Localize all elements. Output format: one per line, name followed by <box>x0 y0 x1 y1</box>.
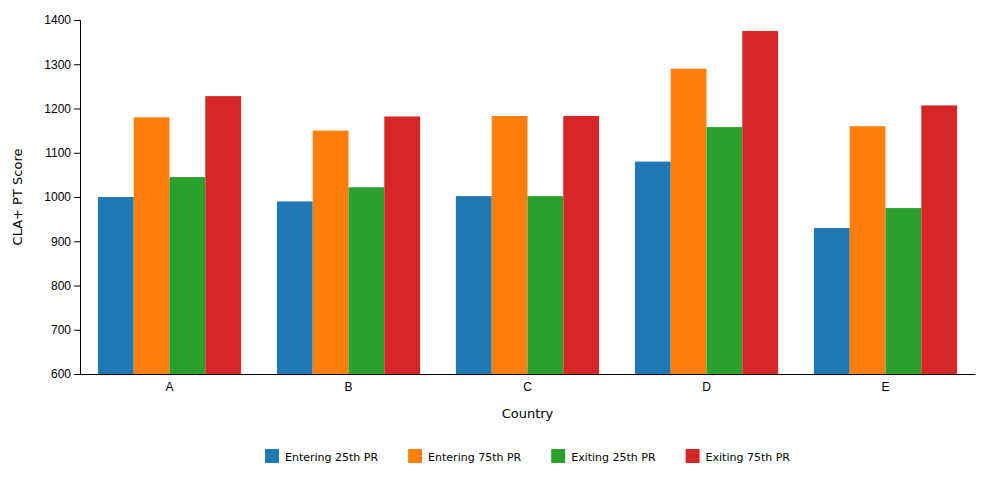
tick-label: 1000 <box>44 190 71 204</box>
bar <box>492 116 528 374</box>
tick-label: 1200 <box>44 102 71 116</box>
bar <box>528 196 564 374</box>
bar <box>707 127 743 374</box>
tick: E <box>881 380 889 394</box>
tick: A <box>165 380 173 394</box>
tick-label: 600 <box>51 367 71 381</box>
bar <box>814 228 850 374</box>
bar <box>921 105 957 374</box>
bar <box>277 201 313 374</box>
legend-label: Entering 75th PR <box>428 451 521 464</box>
tick-mark <box>74 64 80 65</box>
tick-mark <box>74 20 80 21</box>
tick-mark <box>74 153 80 154</box>
bar <box>205 96 241 374</box>
legend-item: Entering 75th PR <box>408 449 521 464</box>
tick: 1300 <box>44 58 80 72</box>
chart: 600 700 800 900 1000 1100 1200 1300 1400 A B C D E Cou… <box>0 0 1000 484</box>
legend-item: Exiting 75th PR <box>686 449 791 464</box>
tick-label: B <box>344 380 352 394</box>
bar <box>313 131 349 374</box>
tick: 1100 <box>45 146 80 160</box>
tick: 700 <box>51 323 80 337</box>
tick-label: 800 <box>51 279 71 293</box>
tick-mark <box>74 197 80 198</box>
tick-label: A <box>165 380 173 394</box>
tick-mark <box>74 330 80 331</box>
legend-swatch <box>265 449 279 463</box>
plot: 600 700 800 900 1000 1100 1200 1300 1400 A B C D E Cou… <box>10 13 976 421</box>
tick-label: 900 <box>51 235 71 249</box>
tick-mark <box>74 241 80 242</box>
y-axis-title: CLA+ PT Score <box>10 149 25 246</box>
tick: 1400 <box>44 13 80 27</box>
bar <box>456 196 492 374</box>
tick-label: D <box>702 380 711 394</box>
bar <box>349 187 385 374</box>
tick-label: E <box>881 380 889 394</box>
bar <box>635 162 671 374</box>
tick: C <box>523 380 532 394</box>
bar <box>850 126 886 374</box>
legend-swatch <box>551 449 565 463</box>
bar <box>134 117 170 374</box>
tick-label: 1100 <box>45 146 71 160</box>
tick-mark <box>74 109 80 110</box>
legend-label: Exiting 25th PR <box>571 451 656 464</box>
axis-line <box>81 374 976 375</box>
legend-label: Exiting 75th PR <box>706 451 791 464</box>
bar <box>671 69 707 374</box>
y-axis: 600 700 800 900 1000 1100 1200 1300 1400 <box>44 13 80 381</box>
series <box>170 127 922 374</box>
tick-label: 1400 <box>44 13 71 27</box>
axis-line <box>74 21 81 375</box>
legend: Entering 25th PR Entering 75th PR Exiting … <box>265 449 790 464</box>
legend-swatch <box>408 449 422 463</box>
legend-swatch <box>686 449 700 463</box>
legend-item: Exiting 25th PR <box>551 449 656 464</box>
tick-label: 700 <box>51 323 71 337</box>
tick: 1000 <box>44 190 80 204</box>
tick: B <box>344 380 352 394</box>
legend-item: Entering 25th PR <box>265 449 378 464</box>
tick-mark <box>74 374 80 375</box>
bar <box>563 116 599 374</box>
tick: D <box>702 380 711 394</box>
tick: 900 <box>51 235 80 249</box>
bar <box>98 197 134 374</box>
x-axis-title: Country <box>502 406 554 421</box>
series <box>205 31 957 374</box>
bar <box>742 31 778 374</box>
tick-label: 1300 <box>44 58 71 72</box>
tick: 600 <box>51 367 80 381</box>
bar <box>384 116 420 374</box>
tick: 1200 <box>44 102 80 116</box>
bar <box>170 177 206 374</box>
tick-mark <box>74 286 80 287</box>
bar <box>886 208 922 374</box>
tick-label: C <box>523 380 532 394</box>
bars <box>98 31 957 374</box>
tick: 800 <box>51 279 80 293</box>
legend-label: Entering 25th PR <box>285 451 378 464</box>
x-axis: A B C D E <box>81 375 976 394</box>
